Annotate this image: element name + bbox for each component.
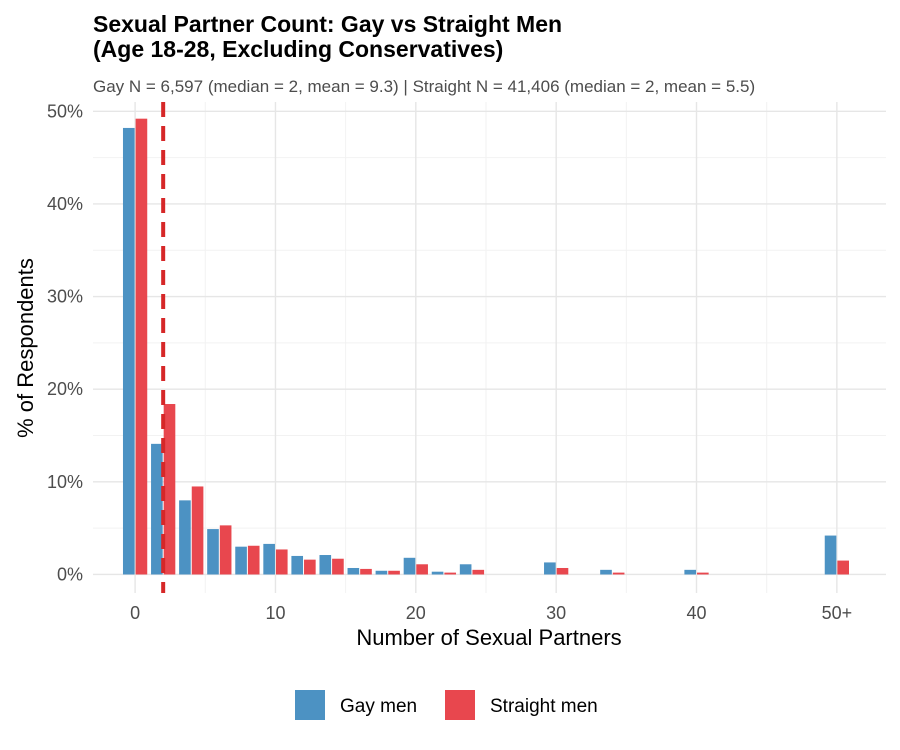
bar-gay-men <box>431 571 444 575</box>
y-tick-label: 20% <box>47 379 83 399</box>
bar-gay-men <box>600 569 612 575</box>
y-tick-label: 0% <box>57 564 83 584</box>
bar-straight-men <box>444 572 457 575</box>
y-tick-label: 50% <box>47 101 83 121</box>
bar-gay-men <box>319 555 332 575</box>
bar-straight-men <box>697 572 709 575</box>
x-tick-label: 50+ <box>822 603 853 623</box>
legend-key-gay-men <box>295 690 325 720</box>
bar-straight-men <box>416 564 428 575</box>
x-axis-title: Number of Sexual Partners <box>356 625 621 650</box>
bar-straight-men <box>332 558 344 575</box>
y-tick-label: 40% <box>47 194 83 214</box>
bar-gay-men <box>347 567 360 575</box>
bar-gay-men <box>291 555 304 575</box>
bar-straight-men <box>556 567 569 575</box>
bar-gay-men <box>459 564 472 575</box>
bar-gay-men <box>179 500 191 575</box>
legend: Gay men Straight men <box>295 690 598 720</box>
bar-straight-men <box>388 570 400 575</box>
x-tick-label: 20 <box>406 603 426 623</box>
grid <box>93 102 886 593</box>
bar-straight-men <box>304 559 316 575</box>
y-axis-title: % of Respondents <box>13 258 38 438</box>
bar-gay-men <box>684 569 697 575</box>
chart-title-line2: (Age 18-28, Excluding Conservatives) <box>93 36 503 62</box>
x-axis-ticks: 0 10 20 30 40 50+ <box>130 603 852 623</box>
bar-straight-men <box>275 549 288 575</box>
x-tick-label: 30 <box>546 603 566 623</box>
bar-gay-men <box>235 546 247 575</box>
y-tick-label: 30% <box>47 287 83 307</box>
bar-straight-men <box>247 545 260 575</box>
bar-gay-men <box>151 443 163 575</box>
y-tick-label: 10% <box>47 472 83 492</box>
bar-gay-men <box>544 562 556 575</box>
legend-label-gay-men: Gay men <box>340 696 417 717</box>
bar-gay-men <box>122 127 135 575</box>
legend-label-straight-men: Straight men <box>490 696 598 717</box>
bar-gay-men <box>824 535 837 575</box>
chart-title-line1: Sexual Partner Count: Gay vs Straight Me… <box>93 11 562 37</box>
bar-gay-men <box>263 543 275 575</box>
bar-straight-men <box>219 525 232 575</box>
bar-straight-men <box>163 404 176 575</box>
bar-gay-men <box>403 557 416 575</box>
legend-key-straight-men <box>445 690 475 720</box>
chart-subtitle: Gay N = 6,597 (median = 2, mean = 9.3) |… <box>93 77 755 96</box>
bar-straight-men <box>837 560 850 575</box>
x-tick-label: 0 <box>130 603 140 623</box>
y-axis-ticks: 0% 10% 20% 30% 40% 50% <box>47 101 83 584</box>
bar-straight-men <box>360 568 372 575</box>
bar-gay-men <box>207 529 219 575</box>
bars <box>122 118 850 575</box>
bar-straight-men <box>191 486 204 575</box>
x-tick-label: 40 <box>687 603 707 623</box>
x-tick-label: 10 <box>265 603 285 623</box>
bar-straight-men <box>472 569 485 575</box>
bar-straight-men <box>612 572 625 575</box>
bar-straight-men <box>135 118 148 575</box>
bar-gay-men <box>375 570 388 575</box>
